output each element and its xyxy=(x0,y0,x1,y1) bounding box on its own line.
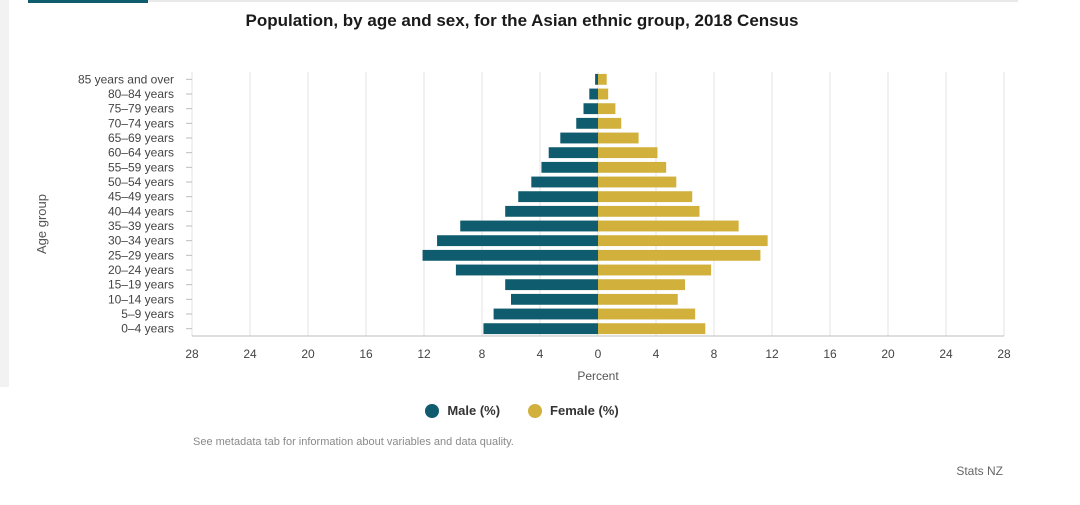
x-tick-label: 0 xyxy=(595,347,602,361)
y-tick-label: 55–59 years xyxy=(108,160,174,174)
female-bar xyxy=(598,147,658,159)
y-tick-label: 60–64 years xyxy=(108,146,174,160)
y-tick-label: 0–4 years xyxy=(121,322,174,336)
y-tick-label: 10–14 years xyxy=(108,292,174,306)
chart-title: Population, by age and sex, for the Asia… xyxy=(245,11,799,30)
male-bar xyxy=(595,73,598,85)
male-bar xyxy=(460,220,598,232)
x-tick-label: 8 xyxy=(479,347,486,361)
y-tick-label: 85 years and over xyxy=(78,72,174,86)
y-tick-label: 25–29 years xyxy=(108,248,174,262)
y-tick-label: 70–74 years xyxy=(108,116,174,130)
y-tick-label: 20–24 years xyxy=(108,263,174,277)
page-left-rule xyxy=(0,0,9,387)
legend-male-label: Male (%) xyxy=(447,403,501,418)
y-tick-label: 65–69 years xyxy=(108,131,174,145)
y-tick-label: 75–79 years xyxy=(108,102,174,116)
female-bar xyxy=(598,308,696,320)
female-bar xyxy=(598,103,616,115)
male-bar xyxy=(576,117,598,129)
x-tick-label: 12 xyxy=(417,347,431,361)
female-bar xyxy=(598,220,739,232)
y-tick-label: 40–44 years xyxy=(108,204,174,218)
female-bar xyxy=(598,249,761,261)
male-bar xyxy=(548,147,598,159)
legend-female-label: Female (%) xyxy=(550,403,619,418)
male-bar xyxy=(560,132,598,144)
female-bar xyxy=(598,205,700,217)
x-axis-title: Percent xyxy=(577,369,619,383)
female-bar xyxy=(598,176,677,188)
x-tick-label: 16 xyxy=(823,347,837,361)
x-tick-label: 20 xyxy=(301,347,315,361)
y-tick-label: 45–49 years xyxy=(108,190,174,204)
x-tick-label: 8 xyxy=(711,347,718,361)
x-tick-label: 28 xyxy=(997,347,1011,361)
x-tick-label: 4 xyxy=(653,347,660,361)
male-bar xyxy=(422,249,598,261)
male-bar xyxy=(505,279,598,291)
y-tick-label: 30–34 years xyxy=(108,234,174,248)
x-tick-label: 16 xyxy=(359,347,373,361)
chart-legend: Male (%) Female (%) xyxy=(0,403,1044,418)
y-tick-label: 5–9 years xyxy=(121,307,174,321)
male-bar xyxy=(518,191,598,203)
male-bar xyxy=(455,264,598,276)
legend-item-male[interactable]: Male (%) xyxy=(425,403,500,418)
top-border xyxy=(28,0,1018,2)
x-tick-label: 24 xyxy=(939,347,953,361)
female-bar xyxy=(598,132,639,144)
male-bar xyxy=(483,323,598,335)
legend-female-swatch-icon xyxy=(528,403,543,418)
male-bar xyxy=(583,103,598,115)
male-bar xyxy=(437,235,598,247)
legend-male-swatch-icon xyxy=(425,403,440,418)
x-tick-label: 12 xyxy=(765,347,779,361)
x-tick-label: 24 xyxy=(243,347,257,361)
x-tick-label: 20 xyxy=(881,347,895,361)
y-tick-label: 50–54 years xyxy=(108,175,174,189)
y-tick-label: 80–84 years xyxy=(108,87,174,101)
y-axis-title: Age group xyxy=(34,194,49,254)
female-bar xyxy=(598,293,678,305)
female-bar xyxy=(598,264,712,276)
male-bar xyxy=(541,161,598,173)
female-bar xyxy=(598,191,693,203)
legend-item-female[interactable]: Female (%) xyxy=(528,403,619,418)
active-tab-indicator xyxy=(28,0,148,3)
male-bar xyxy=(493,308,598,320)
female-bar xyxy=(598,88,609,100)
male-bar xyxy=(505,205,598,217)
female-bar xyxy=(598,235,768,247)
female-bar xyxy=(598,161,667,173)
male-bar xyxy=(589,88,598,100)
x-tick-label: 4 xyxy=(537,347,544,361)
male-bar xyxy=(531,176,598,188)
source-credit: Stats NZ xyxy=(956,464,1003,478)
female-bar xyxy=(598,323,706,335)
female-bar xyxy=(598,73,607,85)
y-tick-label: 35–39 years xyxy=(108,219,174,233)
metadata-note: See metadata tab for information about v… xyxy=(193,436,514,448)
male-bar xyxy=(511,293,598,305)
female-bar xyxy=(598,117,622,129)
y-tick-label: 15–19 years xyxy=(108,278,174,292)
female-bar xyxy=(598,279,685,291)
x-tick-label: 28 xyxy=(185,347,199,361)
